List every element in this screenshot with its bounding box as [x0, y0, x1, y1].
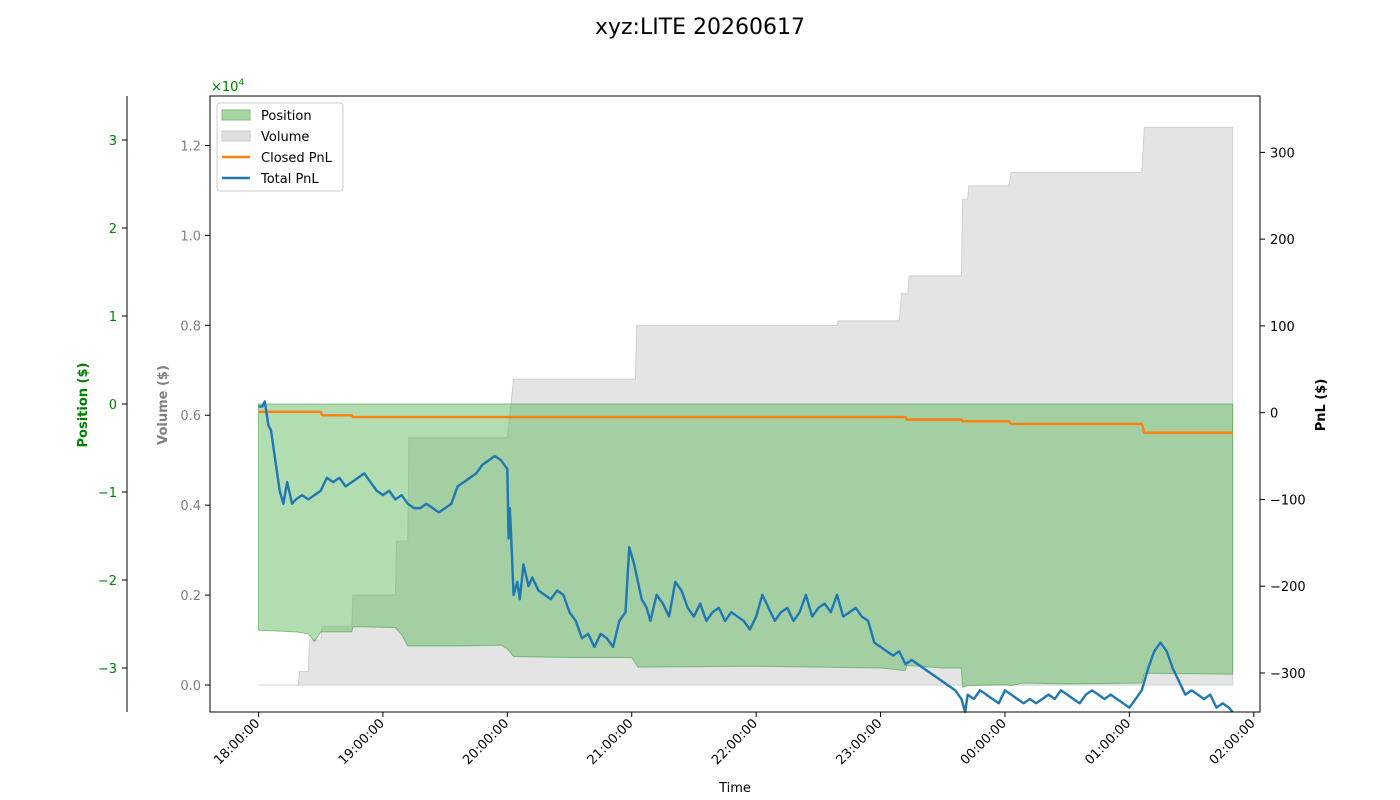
volume-tick-label: 0.8: [180, 319, 201, 334]
pnl-tick-label: −100: [1270, 493, 1306, 508]
x-tick-label: 01:00:00: [1082, 716, 1134, 768]
pnl-axis: −300 −200 −100 0 100 200 300: [1260, 146, 1306, 682]
position-axis-multiplier: ×104: [211, 78, 244, 95]
chart-title: xyz:LITE 20260617: [595, 15, 805, 40]
pnl-axis-title: PnL ($): [1314, 379, 1329, 432]
position-area: [258, 403, 1234, 689]
volume-axis: 0.0 0.2 0.4 0.6 0.8 1.0 1.2: [180, 139, 210, 694]
x-tick-label: 02:00:00: [1207, 716, 1259, 768]
legend-label: Position: [261, 109, 312, 124]
closed-pnl-line: [258, 410, 1233, 434]
volume-tick-label: 1.0: [180, 229, 201, 244]
volume-tick-label: 0.6: [180, 409, 201, 424]
position-tick-label: 2: [109, 222, 117, 237]
legend-box: [216, 102, 344, 192]
volume-tick-label: 0.4: [180, 499, 201, 514]
legend-swatch: [221, 109, 251, 121]
position-tick-label: −3: [98, 662, 117, 677]
pnl-tick-label: 0: [1270, 407, 1278, 422]
x-tick-label: 18:00:00: [211, 716, 263, 768]
position-tick-label: 3: [109, 134, 117, 149]
plot-frame: [209, 95, 1261, 713]
volume-area: [258, 126, 1234, 686]
legend-label: Volume: [261, 130, 309, 145]
plot-area: [258, 126, 1234, 714]
position-tick-label: −1: [98, 486, 117, 501]
x-tick-label: 19:00:00: [336, 716, 388, 768]
position-axis: −3 −2 −1 0 1 2 3: [98, 134, 127, 677]
x-tick-label: 00:00:00: [958, 716, 1010, 768]
legend-swatch: [221, 130, 251, 142]
x-axis: 18:00:00 19:00:00 20:00:00 21:00:00 22:00:00…: [211, 712, 1259, 768]
legend-label: Total PnL: [260, 172, 319, 187]
pnl-tick-label: −200: [1270, 580, 1306, 595]
x-tick-label: 21:00:00: [585, 716, 637, 768]
legend: Position Volume Closed PnL Total PnL: [216, 102, 344, 192]
x-tick-label: 20:00:00: [460, 716, 512, 768]
pnl-tick-label: 100: [1270, 320, 1295, 335]
volume-tick-label: 0.2: [180, 589, 201, 604]
position-tick-label: −2: [98, 574, 117, 589]
position-tick-label: 0: [109, 398, 117, 413]
total-pnl-line: [258, 400, 1234, 714]
volume-tick-label: 1.2: [180, 139, 201, 154]
x-tick-label: 23:00:00: [833, 716, 885, 768]
x-axis-title: Time: [718, 781, 751, 796]
position-tick-label: 1: [109, 310, 117, 325]
pnl-tick-label: −300: [1270, 667, 1306, 682]
legend-label: Closed PnL: [261, 151, 333, 166]
x-tick-label: 22:00:00: [709, 716, 761, 768]
volume-axis-title: Volume ($): [156, 365, 171, 445]
position-axis-title: Position ($): [76, 363, 91, 448]
pnl-tick-label: 300: [1270, 146, 1295, 161]
volume-tick-label: 0.0: [180, 679, 201, 694]
pnl-tick-label: 200: [1270, 233, 1295, 248]
